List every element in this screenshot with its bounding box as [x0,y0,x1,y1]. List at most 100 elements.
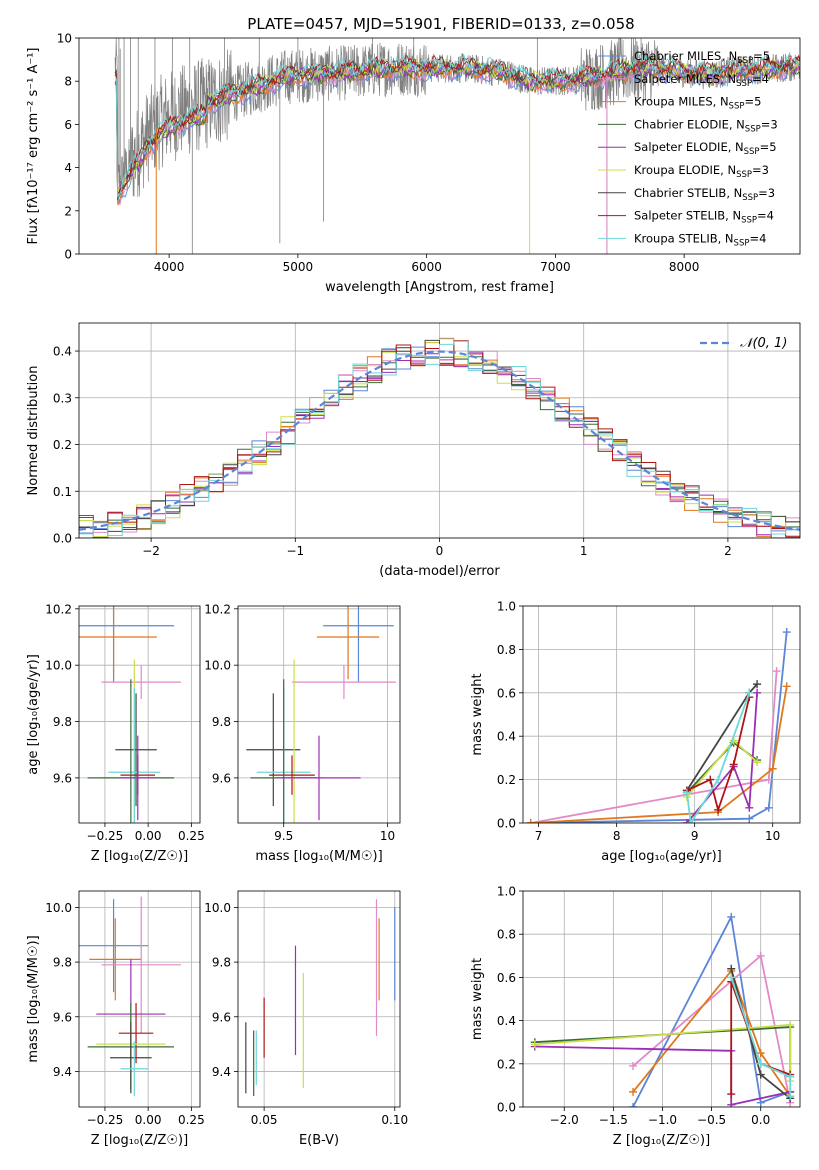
y-tick-label: 0.6 [497,686,516,700]
x-tick-label: 10 [380,829,395,843]
mass-weight-marker [756,1070,765,1079]
mass-weight-marker [526,819,535,823]
errorbar-point [89,918,142,1001]
mass-weight-line [530,631,788,823]
x-axis-label: mass [log₁₀(M/M☉)] [255,849,382,864]
x-tick-label: 0.25 [178,829,205,843]
legend-label: Salpeter MILES, NSSP=4 [634,72,769,89]
mass-weight-marker [629,1061,638,1070]
y-tick-label: 0.2 [53,438,72,452]
y-tick-label: 0.2 [497,773,516,787]
axes-frame [78,322,801,539]
mass-weight-marker [682,788,691,797]
mass-weight-marker [706,775,715,784]
errorbar-point [115,693,157,807]
x-tick-label: 0.0 [751,1113,770,1127]
y-tick-label: 0.8 [497,928,516,942]
y-tick-label: 9.8 [53,956,72,970]
y-tick-label: 9.6 [212,1010,231,1024]
model-spectrum [114,54,800,198]
x-tick-label: 5000 [283,260,314,274]
mass-weight-marker [727,973,736,982]
x-tick-label: 9 [691,829,699,843]
errorbar-point [269,755,315,795]
errorbar-point [323,606,394,683]
errorbar-point [277,735,361,821]
y-tick-label: 9.6 [53,771,72,785]
mass-weight-marker [786,1020,795,1029]
errorbar-point [101,896,181,1034]
mass-weight-line [730,977,792,1097]
panel-mass-weight-vs-age: 7 8 9 10 0.0 0.2 0.4 0.6 0.8 1.0 age [log₁₀(age/yr… [470,600,801,864]
y-axis-label: age [log₁₀(age/yr)] [26,654,41,775]
mass-weight-marker [772,667,781,676]
mass-weight-marker [786,1092,795,1101]
mass-weight-marker [727,1100,736,1107]
legend-label-main: Salpeter STELIB, N [634,209,741,223]
mass-weight-marker [714,805,723,814]
y-tick-label: 10 [57,32,72,46]
mass-weight-marker [745,814,754,823]
y-tick-label: 9.8 [212,956,231,970]
axes-frame [78,890,201,1108]
mass-weight-marker [745,803,754,812]
errorbar-point [120,1041,149,1097]
y-tick-label: 10.0 [45,901,72,915]
axes-frame [78,37,801,255]
x-tick-label: −1 [286,544,304,558]
plot-mass-weight-vs-age [523,606,800,823]
legend-label-suffix: =4 [749,231,766,245]
x-tick-label: 7 [535,829,543,843]
mass-weight-marker [756,1049,765,1057]
y-tick-label: 0.3 [53,391,72,405]
axes-frame [522,605,801,824]
y-tick-label: 10.2 [204,602,231,616]
y-axis-label: mass weight [470,673,485,755]
x-tick-label: −1.5 [599,1113,628,1127]
model-spectrum [114,53,800,198]
y-tick-label: 1.0 [497,600,516,614]
legend-label-suffix: =5 [744,95,761,109]
mass-weight-marker [756,1059,765,1068]
gaussian-curve [79,350,800,531]
mass-weight-marker [629,1087,638,1096]
mass-weight-marker [745,688,754,697]
errorbar-point [108,687,161,823]
x-tick-label: −0.25 [87,1113,124,1127]
errorbar-point [292,665,396,699]
legend-label-suffix: =4 [757,209,774,223]
legend-label-sub: SSP [741,216,757,226]
legend-label-main: Chabrier STELIB, N [634,186,742,200]
y-tick-label: 4 [64,161,72,175]
legend-label-sub: SSP [737,56,753,66]
legend-label-suffix: =5 [760,140,777,154]
axes-frame [522,890,801,1108]
mass-weight-marker [686,819,695,823]
y-axis-label: mass [log₁₀(M/M☉)] [26,935,41,1062]
errorbar-point [101,665,181,699]
mass-weight-marker [727,912,736,921]
errorbar-point [246,693,301,807]
legend-label-main: Chabrier MILES, N [634,49,737,63]
mass-weight-line [632,969,791,1097]
y-tick-label: 10.0 [204,659,231,673]
legend-label-suffix: =3 [761,117,778,131]
legend-label: Chabrier STELIB, NSSP=3 [634,186,775,203]
legend-label-sub: SSP [745,124,761,134]
legend-label-suffix: =5 [753,49,770,63]
x-axis-label: Z [log₁₀(Z/Z☉)] [613,1133,710,1148]
errorbar-point [118,1003,154,1064]
plot-age-vs-Z [79,606,200,823]
legend-label: 𝒩(0, 1) [740,336,787,351]
mass-weight-marker [756,951,765,960]
x-tick-label: 10 [765,829,780,843]
y-tick-label: 0.0 [497,1101,516,1115]
x-tick-label: 0 [436,544,444,558]
legend-label: Salpeter STELIB, NSSP=4 [634,209,774,226]
errorbar-point [79,606,157,680]
mass-weight-marker [764,775,773,784]
panel-mass-weight-vs-Z: −2.0 −1.5 −1.0 −0.5 0.0 0.0 0.2 0.4 0.6 0.8 1.0 Z [… [470,885,801,1148]
x-tick-label: 2 [724,544,732,558]
